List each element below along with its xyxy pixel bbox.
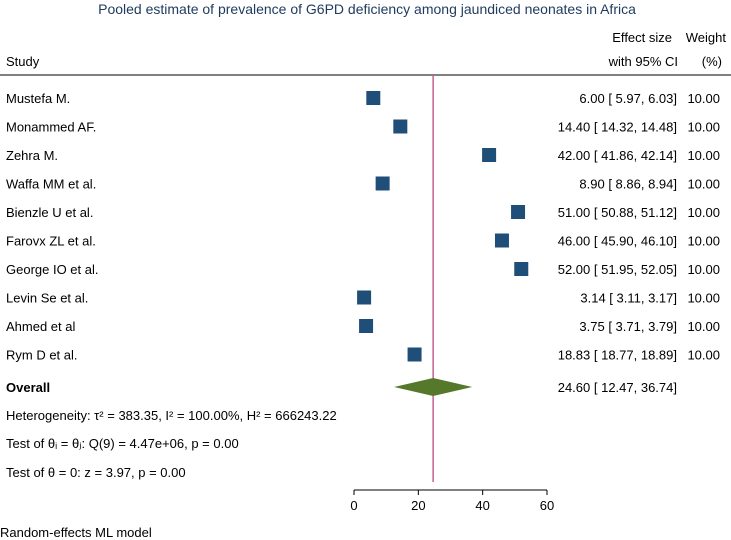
study-weight-label: 10.00 bbox=[687, 319, 720, 334]
study-effect-box bbox=[494, 233, 509, 248]
overall-label: Overall bbox=[6, 380, 50, 395]
study-name: Zehra M. bbox=[6, 148, 58, 163]
model-footnote: Random-effects ML model bbox=[0, 525, 152, 540]
heterogeneity-stat: Heterogeneity: τ² = 383.35, I² = 100.00%… bbox=[6, 408, 337, 423]
study-weight-label: 10.00 bbox=[687, 291, 720, 306]
study-weight-label: 10.00 bbox=[687, 177, 720, 192]
study-effect-label: 46.00 [ 45.90, 46.10] bbox=[558, 234, 677, 249]
study-name: Rym D et al. bbox=[6, 348, 78, 363]
x-tick-label: 60 bbox=[540, 498, 554, 513]
x-tick-label: 0 bbox=[350, 498, 357, 513]
overall-diamond bbox=[394, 378, 473, 396]
study-effect-box bbox=[366, 91, 381, 105]
study-name: Mustefa M. bbox=[6, 91, 70, 106]
study-row: Farovx ZL et al. 46.00 [ 45.90, 46.10] 10.… bbox=[6, 233, 720, 249]
study-weight-label: 10.00 bbox=[687, 348, 720, 363]
overall-group: Overall 24.60 [ 12.47, 36.74] bbox=[6, 378, 677, 396]
study-weight-label: 10.00 bbox=[687, 205, 720, 220]
homogeneity-test: Test of θᵢ = θⱼ: Q(9) = 4.47e+06, p = 0.… bbox=[6, 436, 239, 451]
study-rows: Mustefa M. 6.00 [ 5.97, 6.03] 10.00Monamme… bbox=[6, 91, 720, 363]
study-name: Levin Se et al. bbox=[6, 291, 88, 306]
chart-title: Pooled estimate of prevalence of G6PD de… bbox=[98, 1, 636, 17]
study-effect-label: 52.00 [ 51.95, 52.05] bbox=[558, 262, 677, 277]
study-effect-label: 8.90 [ 8.86, 8.94] bbox=[579, 177, 677, 192]
study-weight-label: 10.00 bbox=[687, 234, 720, 249]
header-weight-line2: (%) bbox=[702, 54, 722, 69]
study-effect-box bbox=[514, 262, 529, 276]
study-effect-box bbox=[357, 290, 372, 305]
study-effect-box bbox=[482, 148, 497, 162]
study-weight-label: 10.00 bbox=[687, 148, 720, 163]
study-weight-label: 10.00 bbox=[687, 120, 720, 135]
study-effect-label: 51.00 [ 50.88, 51.12] bbox=[558, 205, 677, 220]
study-effect-label: 6.00 [ 5.97, 6.03] bbox=[579, 91, 677, 106]
study-effect-box bbox=[393, 119, 408, 134]
x-tick-label: 40 bbox=[475, 498, 489, 513]
study-row: Waffa MM et al. 8.90 [ 8.86, 8.94] 10.00 bbox=[6, 176, 720, 192]
study-effect-label: 14.40 [ 14.32, 14.48] bbox=[558, 120, 677, 135]
header-effect-line2: with 95% CI bbox=[608, 54, 678, 69]
x-axis: 0 20 40 60 bbox=[350, 489, 554, 513]
study-row: Ahmed et al 3.75 [ 3.71, 3.79] 10.00 bbox=[6, 319, 720, 334]
study-name: Bienzle U et al. bbox=[6, 205, 93, 220]
study-name: Monammed AF. bbox=[6, 120, 96, 135]
study-row: George IO et al. 52.00 [ 51.95, 52.05] 10.… bbox=[6, 262, 720, 277]
header-effect-line1: Effect size bbox=[612, 30, 672, 45]
study-weight-label: 10.00 bbox=[687, 262, 720, 277]
study-effect-box bbox=[359, 319, 374, 333]
study-name: Farovx ZL et al. bbox=[6, 234, 96, 249]
header-study: Study bbox=[6, 54, 40, 69]
study-row: Rym D et al. 18.83 [ 18.77, 18.89] 10.00 bbox=[6, 347, 720, 363]
overall-effect-label: 24.60 [ 12.47, 36.74] bbox=[558, 380, 677, 395]
study-effect-box bbox=[407, 347, 422, 362]
study-effect-label: 3.75 [ 3.71, 3.79] bbox=[579, 319, 677, 334]
study-name: Ahmed et al bbox=[6, 319, 75, 334]
study-row: Mustefa M. 6.00 [ 5.97, 6.03] 10.00 bbox=[6, 91, 720, 106]
study-effect-label: 42.00 [ 41.86, 42.14] bbox=[558, 148, 677, 163]
effect-test: Test of θ = 0: z = 3.97, p = 0.00 bbox=[6, 465, 186, 480]
study-effect-box bbox=[511, 205, 526, 219]
study-name: George IO et al. bbox=[6, 262, 99, 277]
header-weight-line1: Weight bbox=[686, 30, 727, 45]
study-effect-label: 18.83 [ 18.77, 18.89] bbox=[558, 348, 677, 363]
study-row: Bienzle U et al. 51.00 [ 50.88, 51.12] 10.… bbox=[6, 205, 720, 220]
study-effect-box bbox=[375, 176, 390, 191]
study-row: Monammed AF. 14.40 [ 14.32, 14.48] 10.00 bbox=[6, 119, 720, 135]
study-weight-label: 10.00 bbox=[687, 91, 720, 106]
study-name: Waffa MM et al. bbox=[6, 177, 96, 192]
study-row: Zehra M. 42.00 [ 41.86, 42.14] 10.00 bbox=[6, 148, 720, 163]
x-tick-label: 20 bbox=[411, 498, 425, 513]
study-effect-label: 3.14 [ 3.11, 3.17] bbox=[580, 291, 677, 306]
study-row: Levin Se et al. 3.14 [ 3.11, 3.17] 10.00 bbox=[6, 290, 720, 306]
